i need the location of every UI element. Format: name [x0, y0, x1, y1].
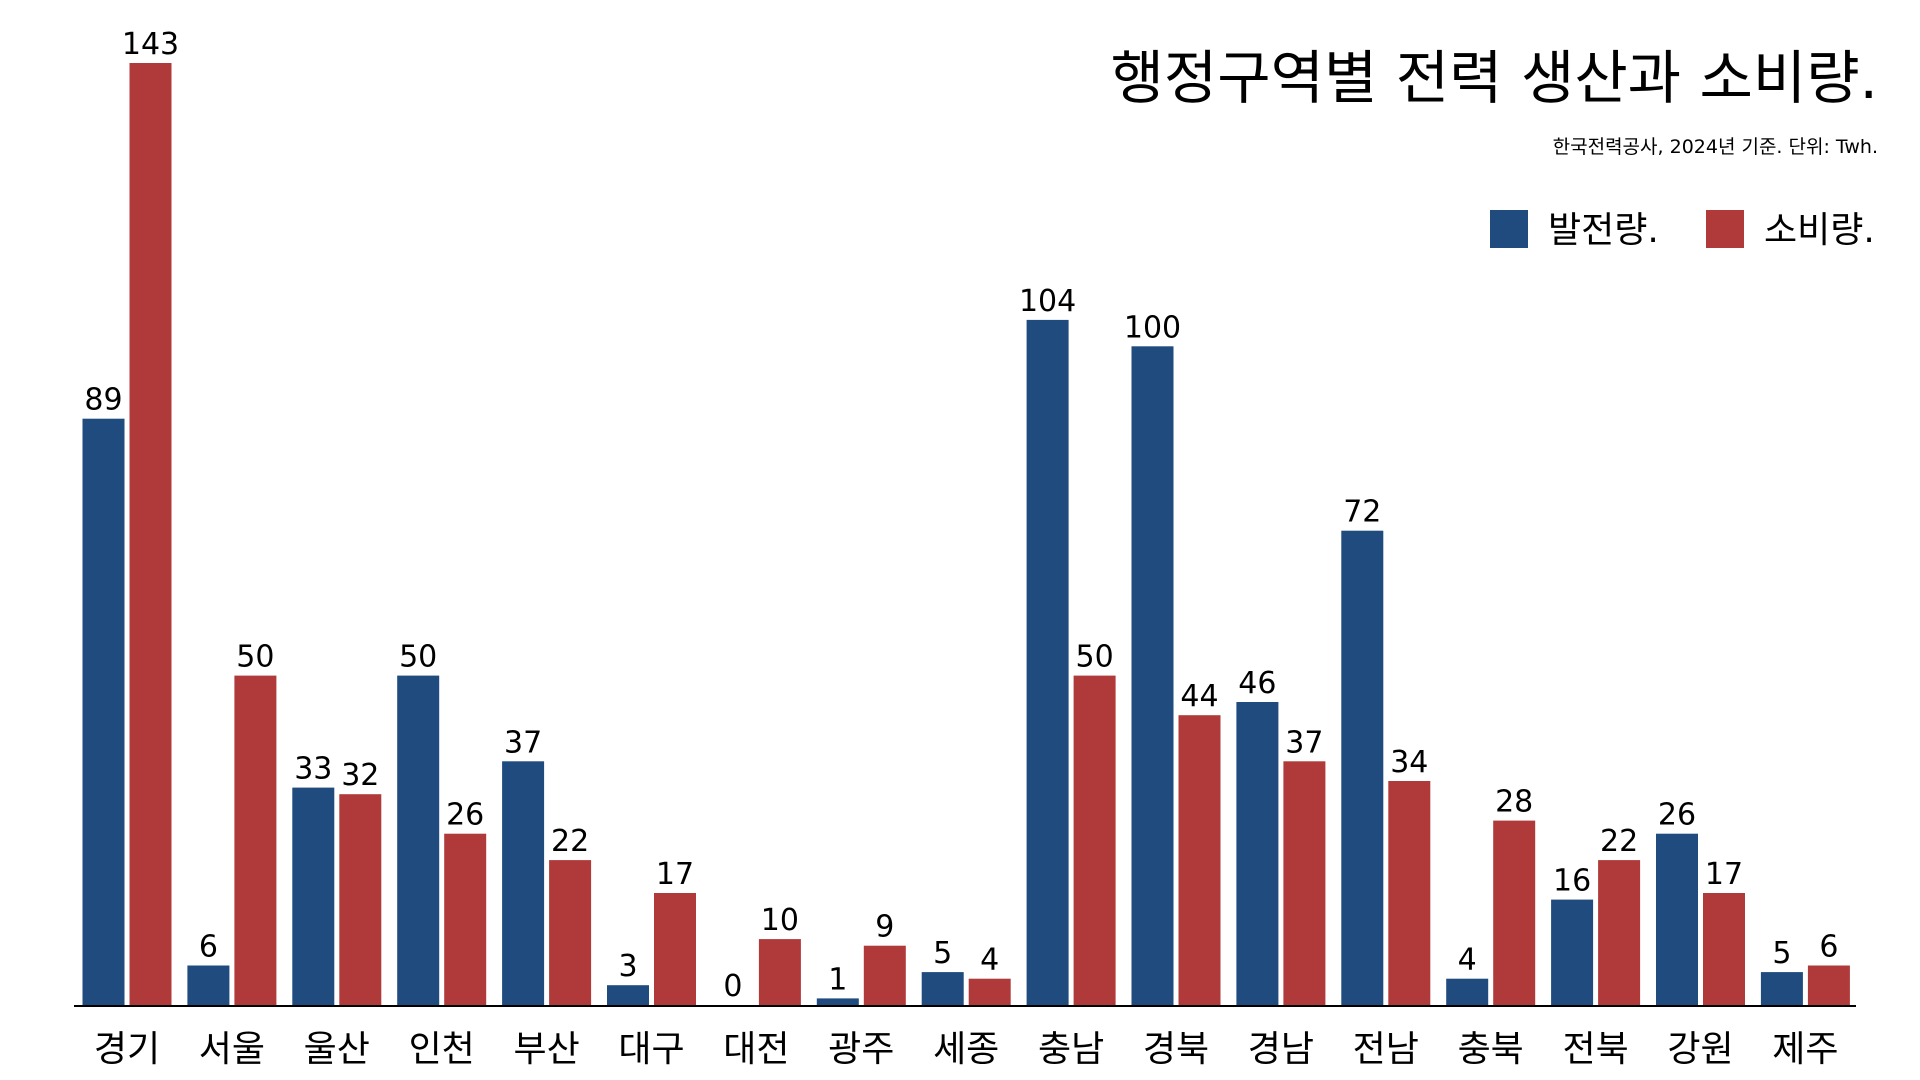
bar-consumption-1 [234, 675, 277, 1005]
value-label-consumption-8: 4 [980, 943, 999, 978]
value-label-consumption-15: 17 [1705, 857, 1743, 892]
bar-generation-10 [1131, 346, 1174, 1005]
value-label-consumption-13: 28 [1495, 785, 1533, 820]
value-label-consumption-10: 44 [1180, 679, 1218, 714]
bar-consumption-8 [968, 978, 1011, 1005]
chart-title: 행정구역별 전력 생산과 소비량. [1111, 44, 1878, 112]
bar-generation-13 [1446, 978, 1489, 1005]
value-label-consumption-16: 6 [1819, 930, 1838, 965]
bar-generation-2 [292, 787, 335, 1005]
x-tick-label-2: 울산 [304, 1029, 370, 1070]
legend-swatch-consumption [1706, 210, 1744, 248]
x-tick-label-4: 부산 [513, 1029, 579, 1070]
chart-subtitle: 한국전력공사, 2024년 기준. 단위: Twh. [1553, 136, 1878, 158]
value-label-generation-15: 26 [1658, 798, 1696, 833]
value-label-generation-16: 5 [1772, 936, 1791, 971]
x-tick-label-9: 충남 [1038, 1029, 1104, 1070]
bar-consumption-15 [1703, 893, 1745, 1005]
bar-consumption-13 [1493, 820, 1536, 1005]
bar-generation-12 [1341, 530, 1384, 1005]
value-label-consumption-9: 50 [1076, 640, 1114, 675]
bars-group [82, 63, 1850, 1005]
bar-generation-9 [1026, 319, 1069, 1005]
bar-consumption-5 [654, 893, 696, 1005]
bar-consumption-16 [1807, 965, 1850, 1005]
value-label-generation-2: 33 [294, 752, 332, 787]
bar-generation-4 [502, 761, 545, 1005]
value-label-generation-0: 89 [84, 383, 122, 418]
bar-generation-7 [816, 998, 859, 1005]
bar-generation-5 [607, 985, 649, 1005]
x-tick-label-10: 경북 [1143, 1029, 1209, 1070]
legend: 발전량. 소비량. [1490, 210, 1875, 251]
bar-generation-0 [82, 418, 125, 1005]
x-tick-label-0: 경기 [94, 1029, 160, 1070]
value-label-generation-13: 4 [1458, 943, 1477, 978]
value-label-consumption-7: 9 [875, 910, 894, 945]
bar-consumption-0 [129, 63, 172, 1005]
value-label-generation-11: 46 [1238, 666, 1276, 701]
value-label-consumption-6: 10 [761, 903, 799, 938]
value-label-generation-9: 104 [1019, 284, 1076, 319]
bar-consumption-2 [339, 794, 382, 1005]
bar-consumption-14 [1598, 860, 1641, 1005]
x-tick-label-8: 세종 [933, 1029, 999, 1070]
bar-generation-15 [1656, 833, 1698, 1005]
bar-generation-16 [1760, 972, 1803, 1005]
x-tick-label-16: 제주 [1772, 1029, 1838, 1070]
value-label-generation-12: 72 [1343, 495, 1381, 530]
value-label-consumption-12: 34 [1390, 745, 1428, 780]
value-label-consumption-2: 32 [341, 758, 379, 793]
x-tick-label-1: 서울 [199, 1029, 265, 1070]
x-tick-label-7: 광주 [828, 1029, 894, 1070]
bar-consumption-4 [549, 860, 592, 1005]
bar-generation-1 [187, 965, 230, 1005]
value-label-generation-5: 3 [618, 949, 637, 984]
value-label-consumption-14: 22 [1600, 824, 1638, 859]
bar-consumption-3 [444, 833, 487, 1005]
bar-generation-8 [921, 972, 964, 1005]
x-tick-label-15: 강원 [1667, 1029, 1733, 1070]
x-tick-label-5: 대구 [618, 1029, 684, 1070]
x-tick-label-11: 경남 [1248, 1029, 1314, 1070]
bar-generation-14 [1551, 899, 1594, 1005]
legend-swatch-generation [1490, 210, 1528, 248]
bar-consumption-9 [1073, 675, 1116, 1005]
x-tick-label-3: 인천 [409, 1029, 475, 1070]
bar-consumption-6 [758, 939, 801, 1005]
bar-consumption-7 [863, 945, 906, 1005]
x-tick-label-14: 전북 [1562, 1029, 1628, 1070]
bar-consumption-12 [1388, 781, 1431, 1005]
bar-consumption-11 [1283, 761, 1326, 1005]
value-label-consumption-4: 22 [551, 824, 589, 859]
x-tick-label-13: 충북 [1458, 1029, 1524, 1070]
bar-generation-3 [397, 675, 440, 1005]
value-label-generation-14: 16 [1553, 864, 1591, 899]
legend-label-generation: 발전량. [1548, 210, 1659, 251]
value-label-generation-3: 50 [399, 640, 437, 675]
value-label-generation-1: 6 [199, 930, 218, 965]
value-label-generation-6: 0 [723, 969, 742, 1004]
value-label-generation-7: 1 [828, 962, 847, 997]
value-label-generation-10: 100 [1124, 310, 1181, 345]
value-label-generation-4: 37 [504, 725, 542, 760]
x-axis-tick-labels: 경기 서울 울산 인천 부산 대구 대전 광주 세종 충남 경북 경남 전남 충북 전북 강원 제주 [94, 1029, 1839, 1070]
value-label-consumption-0: 143 [122, 27, 179, 62]
x-tick-label-6: 대전 [723, 1029, 789, 1070]
legend-label-consumption: 소비량. [1764, 210, 1875, 251]
bar-generation-11 [1236, 702, 1279, 1005]
value-label-generation-8: 5 [933, 936, 952, 971]
value-label-consumption-3: 26 [446, 798, 484, 833]
x-tick-label-12: 전남 [1353, 1029, 1419, 1070]
value-label-consumption-5: 17 [656, 857, 694, 892]
bar-consumption-10 [1178, 715, 1221, 1005]
value-label-consumption-11: 37 [1285, 725, 1323, 760]
value-label-consumption-1: 50 [236, 640, 274, 675]
